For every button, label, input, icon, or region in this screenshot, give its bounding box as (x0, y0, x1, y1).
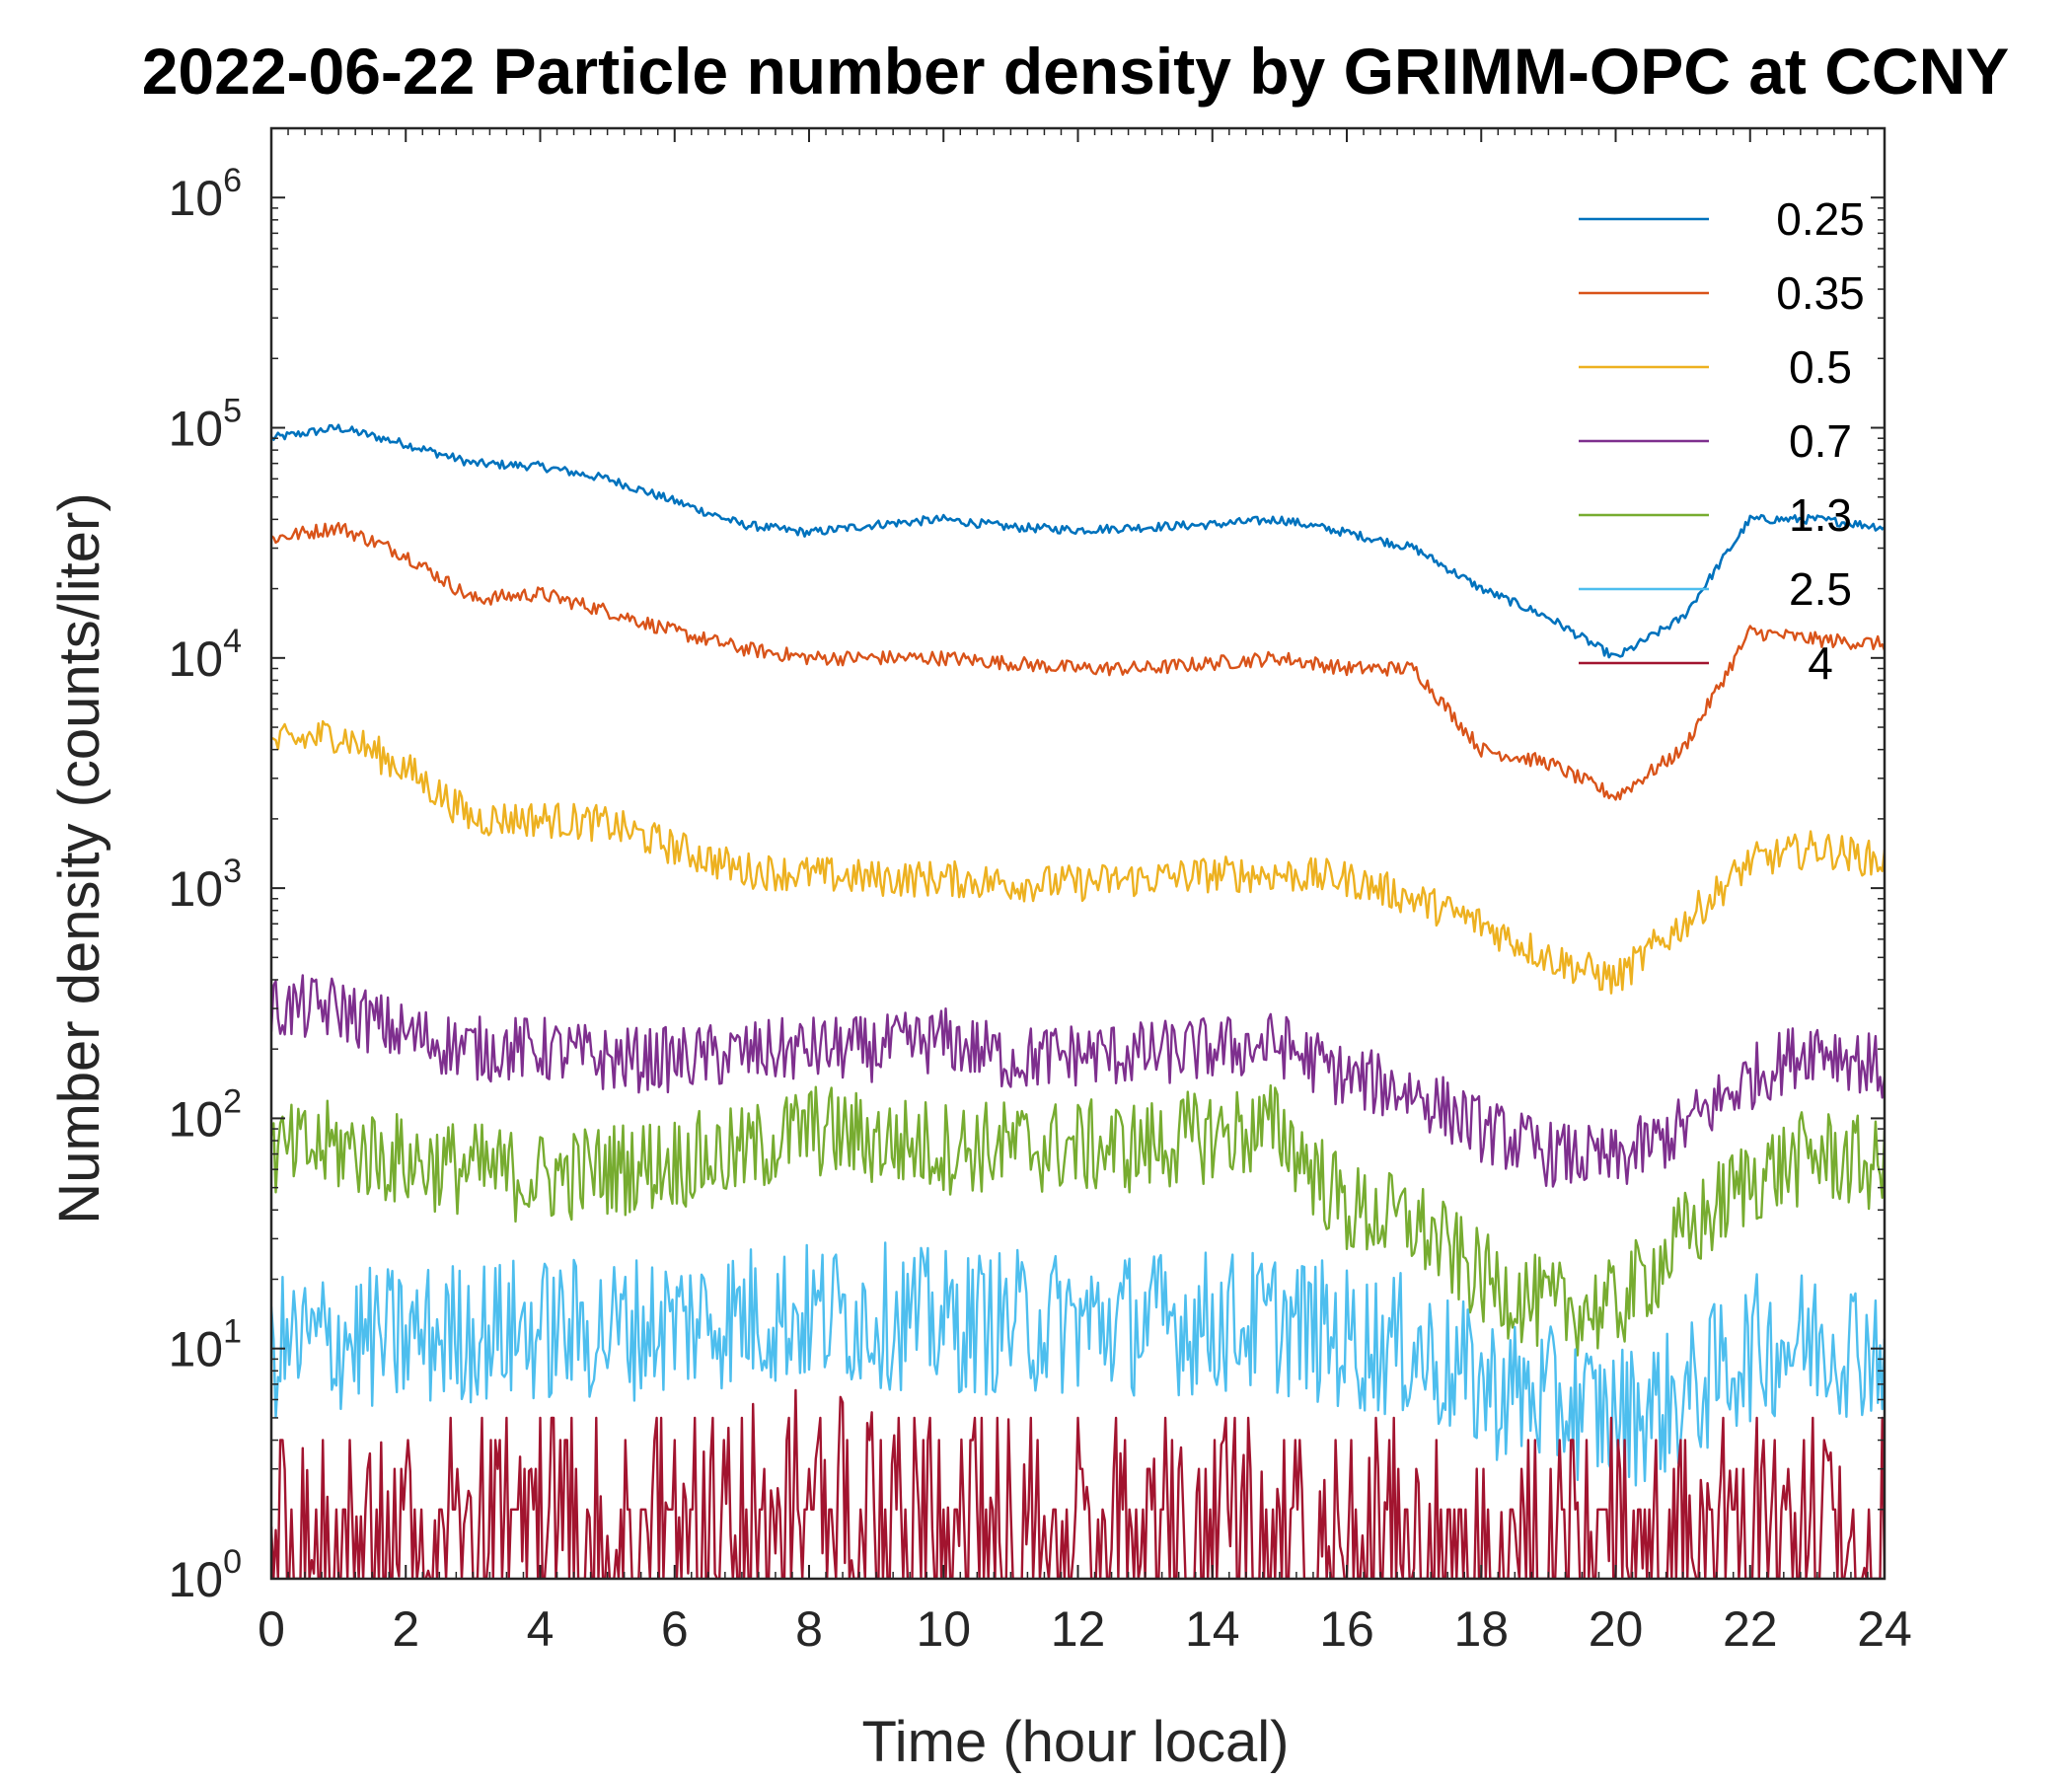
legend-label-4: 4 (1808, 637, 1833, 689)
x-tick-label-4: 4 (527, 1601, 555, 1657)
chart-title: 2022-06-22 Particle number density by GR… (142, 35, 2010, 108)
x-tick-label-22: 22 (1723, 1601, 1778, 1657)
legend-label-1.3: 1.3 (1789, 489, 1852, 541)
legend: 0.25 0.35 0.5 0.7 1.3 2.5 4 (1579, 193, 1865, 689)
series-2.5 (271, 1241, 1885, 1487)
legend-label-0.5: 0.5 (1789, 341, 1852, 393)
x-tick-label-10: 10 (916, 1601, 971, 1657)
legend-label-0.35: 0.35 (1776, 267, 1865, 319)
series-line-0.35 (271, 521, 1885, 801)
x-tick-label-14: 14 (1185, 1601, 1240, 1657)
series-1.3 (271, 1083, 1885, 1357)
y-tick-label-5: 105 (168, 393, 242, 457)
y-tick-label-3: 103 (168, 853, 242, 917)
x-tick-label-20: 20 (1589, 1601, 1644, 1657)
x-tick-label-6: 6 (661, 1601, 689, 1657)
series-line-0.7 (271, 974, 1885, 1188)
series-0.35 (271, 521, 1885, 801)
y-axis-label: Number density (counts/liter) (47, 492, 111, 1224)
legend-label-0.7: 0.7 (1789, 415, 1852, 467)
y-tick-label-1: 101 (168, 1313, 242, 1377)
y-tick-label-2: 102 (168, 1082, 242, 1147)
x-axis-label: Time (hour local) (862, 1710, 1290, 1774)
x-tick-label-24: 24 (1857, 1601, 1912, 1657)
series-0.25 (271, 423, 1885, 659)
series-0.7 (271, 974, 1885, 1188)
legend-label-2.5: 2.5 (1789, 563, 1852, 615)
legend-label-0.25: 0.25 (1776, 193, 1865, 245)
axes-layer: 0 2 4 6 8 10 12 14 16 18 20 22 241001011021031041051… (168, 126, 1912, 1657)
y-tick-label-6: 106 (168, 162, 242, 226)
y-tick-label-0: 100 (168, 1543, 242, 1607)
x-tick-label-8: 8 (795, 1601, 823, 1657)
series-line-2.5 (271, 1241, 1885, 1487)
x-tick-label-12: 12 (1051, 1601, 1106, 1657)
x-tick-label-2: 2 (392, 1601, 419, 1657)
x-tick-label-16: 16 (1319, 1601, 1374, 1657)
x-tick-label-0: 0 (258, 1601, 285, 1657)
series-line-0.5 (271, 719, 1885, 995)
y-tick-label-4: 104 (168, 623, 242, 687)
series-4 (271, 1388, 1885, 1579)
series-line-4 (271, 1388, 1885, 1579)
series-line-0.25 (271, 423, 1885, 659)
series-line-1.3 (271, 1083, 1885, 1357)
series-layer (271, 423, 1885, 1579)
x-tick-label-18: 18 (1453, 1601, 1509, 1657)
series-0.5 (271, 719, 1885, 995)
